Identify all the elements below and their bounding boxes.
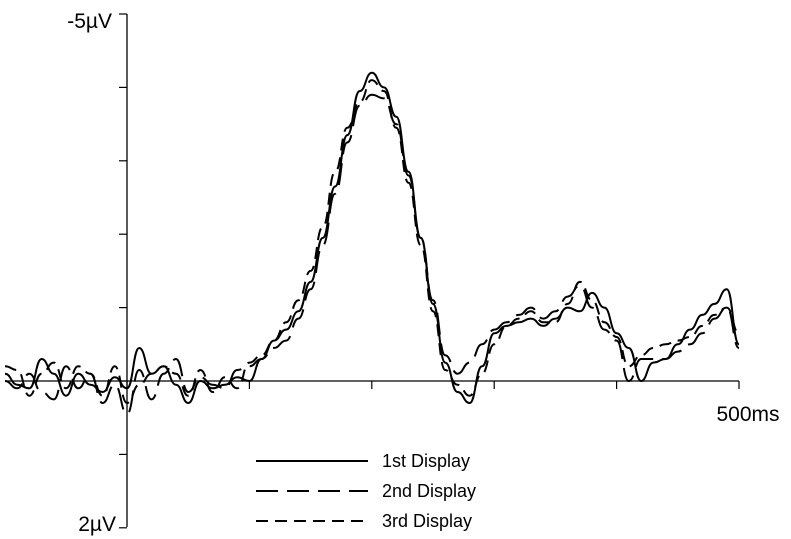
legend-label-2nd-display: 2nd Display: [382, 481, 476, 501]
legend-label-3rd-display: 3rd Display: [382, 511, 472, 531]
legend: 1st Display 2nd Display 3rd Display: [256, 451, 476, 531]
axes: [5, 13, 740, 529]
x-ticks: [126, 381, 740, 389]
y-ticks: [119, 13, 127, 529]
y-bottom-tick-label: 2µV: [78, 513, 116, 536]
y-top-tick-label: -5µV: [67, 10, 112, 33]
series-group: [4, 71, 740, 416]
x-end-tick-label: 500ms: [716, 403, 779, 426]
series-line-1: [4, 71, 740, 405]
legend-label-1st-display: 1st Display: [382, 451, 470, 471]
series-line-3: [4, 79, 740, 405]
series-line-2: [4, 93, 740, 416]
